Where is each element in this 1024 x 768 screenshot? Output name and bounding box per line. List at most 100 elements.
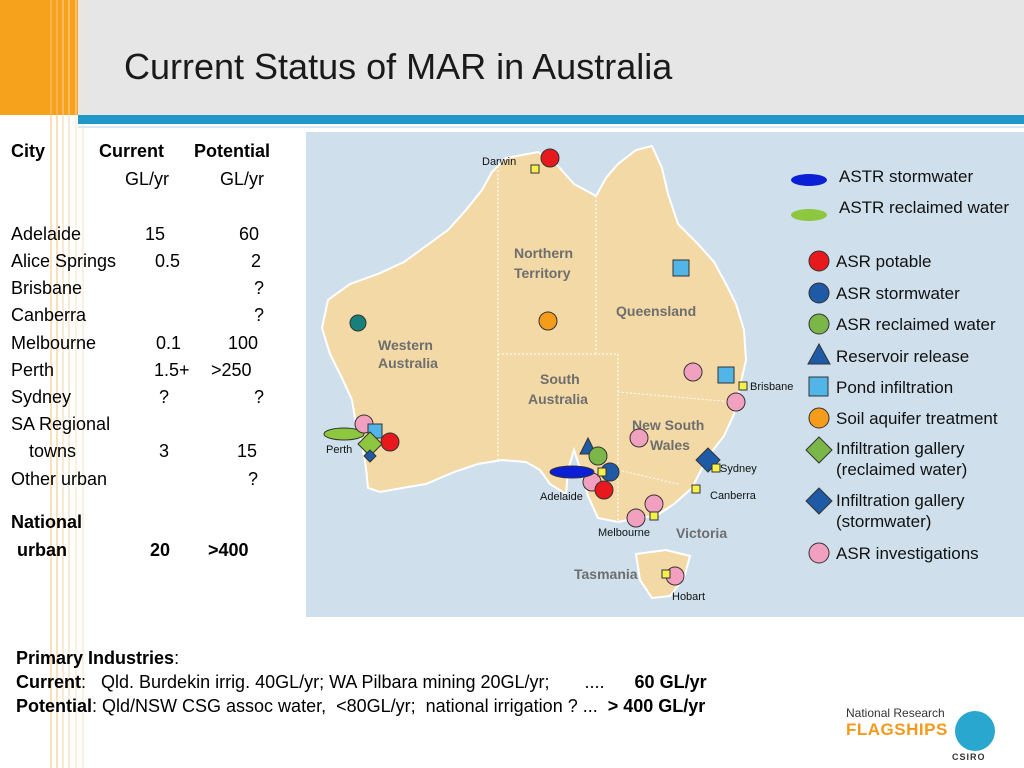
csiro-text: CSIRO xyxy=(952,752,986,762)
unit-potential: GL/yr xyxy=(220,169,265,189)
place-darwin: Darwin xyxy=(482,156,516,168)
logo-line2: FLAGSHIPS xyxy=(846,720,948,739)
soil-aquifer-marker xyxy=(538,311,558,331)
blue-triangle-icon xyxy=(807,342,831,365)
legend-infiltration-reclaimed: Infiltration gallery xyxy=(836,439,965,458)
row-potential: ? xyxy=(254,387,265,407)
header-band xyxy=(0,0,1024,115)
place-hobart: Hobart xyxy=(672,591,705,603)
potential-total: > 400 GL/yr xyxy=(607,696,706,716)
row-potential: 60 xyxy=(239,224,260,244)
region-sa-line2: Australia xyxy=(528,391,588,407)
row-potential: 2 xyxy=(251,251,262,271)
row-potential: 100 xyxy=(228,333,259,353)
place-melbourne: Melbourne xyxy=(598,527,650,539)
header-current: Current xyxy=(99,141,165,161)
national-current: 20 xyxy=(150,540,171,560)
asr-potable-marker xyxy=(540,148,560,168)
region-wa-line2: Australia xyxy=(378,355,438,371)
national-label-line1: National xyxy=(11,512,83,532)
page-title: Current Status of MAR in Australia xyxy=(124,46,673,87)
lightblue-square-icon xyxy=(808,376,829,397)
asr-potable-marker xyxy=(380,432,400,452)
row-current: 0.1 xyxy=(156,333,182,353)
asr-reclaimed-marker xyxy=(588,446,608,466)
current-label: Current xyxy=(16,672,82,692)
row-current: 0.5 xyxy=(155,251,181,271)
title-divider-thin xyxy=(78,126,1024,128)
row-potential: ? xyxy=(254,278,265,298)
row-potential: 15 xyxy=(237,441,258,461)
astr-stormwater-marker xyxy=(549,465,595,479)
infiltration-gallery-stormwater-marker xyxy=(363,449,377,463)
region-vic: Victoria xyxy=(676,525,727,541)
header-city: City xyxy=(11,141,46,161)
legend-astr-stormwater: ASTR stormwater xyxy=(839,167,973,186)
row-current: ? xyxy=(159,387,170,407)
legend-infiltration-reclaimed-line2: (reclaimed water) xyxy=(836,460,967,479)
row-potential: ? xyxy=(248,469,259,489)
legend-infiltration-stormwater: Infiltration gallery xyxy=(836,491,965,510)
place-brisbane: Brisbane xyxy=(750,381,793,393)
row-city: Melbourne xyxy=(11,333,97,353)
current-text: : Qld. Burdekin irrig. 40GL/yr; WA Pilba… xyxy=(81,672,635,692)
site-square-marker xyxy=(661,569,671,579)
australia-map: Western Australia Northern Territory Que… xyxy=(320,144,1009,603)
site-square-marker xyxy=(711,463,721,473)
red-circle-icon xyxy=(808,250,830,272)
potential-text: : Qld/NSW CSG assoc water, <80GL/yr; nat… xyxy=(92,696,608,716)
primary-industries-heading: Primary Industries: xyxy=(16,646,707,670)
green-circle-icon xyxy=(808,313,830,335)
row-city: Brisbane xyxy=(11,278,83,298)
logo-line1: National Research xyxy=(846,706,945,720)
heading-text: Primary Industries xyxy=(16,648,175,668)
decorative-stripes xyxy=(50,0,84,768)
map-panel: Western Australia Northern Territory Que… xyxy=(306,132,1024,617)
region-nt-line1: Northern xyxy=(514,245,573,261)
title-divider xyxy=(78,115,1024,124)
region-nsw-line2: Wales xyxy=(650,437,690,453)
orange-circle-icon xyxy=(808,407,830,429)
asr-investigation-marker xyxy=(626,508,646,528)
asr-investigation-marker xyxy=(644,494,664,514)
legend-infiltration-stormwater-line2: (stormwater) xyxy=(836,512,931,531)
site-square-marker xyxy=(691,484,701,494)
green-diamond-icon xyxy=(805,436,833,464)
teal-circle-marker xyxy=(349,314,367,332)
legend-asr-investigations: ASR investigations xyxy=(836,544,979,563)
row-city: Sydney xyxy=(11,387,72,407)
blue-diamond-icon xyxy=(805,487,833,515)
row-city: Other urban xyxy=(11,469,108,489)
flagships-logo: National Research FLAGSHIPS xyxy=(846,706,948,740)
legend-asr-potable: ASR potable xyxy=(836,252,931,271)
site-markers xyxy=(323,148,748,586)
row-city: Perth xyxy=(11,360,55,380)
potential-line: Potential: Qld/NSW CSG assoc water, <80G… xyxy=(16,694,707,718)
orange-accent-bar xyxy=(0,0,78,115)
row-city: Canberra xyxy=(11,305,87,325)
national-potential: >400 xyxy=(208,540,249,560)
blue-ellipse-icon xyxy=(791,174,827,186)
csiro-logo-icon xyxy=(955,711,995,751)
row-current: 3 xyxy=(159,441,170,461)
row-potential: ? xyxy=(254,305,265,325)
site-square-marker xyxy=(738,381,748,391)
blue-circle-icon xyxy=(808,282,830,304)
legend-soil-aquifer: Soil aquifer treatment xyxy=(836,409,998,428)
site-square-marker xyxy=(649,511,659,521)
region-nt-line2: Territory xyxy=(514,265,571,281)
asr-investigation-marker xyxy=(629,428,649,448)
header-potential: Potential xyxy=(194,141,271,161)
pond-infiltration-marker xyxy=(717,366,735,384)
place-adelaide: Adelaide xyxy=(540,491,583,503)
primary-industries-block: Primary Industries: Current: Qld. Burdek… xyxy=(16,646,707,718)
place-perth: Perth xyxy=(326,444,352,456)
row-city: Alice Springs xyxy=(11,251,117,271)
heading-colon: : xyxy=(174,648,180,668)
region-wa-line1: Western xyxy=(378,337,433,353)
astr-reclaimed-marker xyxy=(323,427,365,441)
row-city: towns xyxy=(29,441,77,461)
asr-investigation-marker xyxy=(726,392,746,412)
region-qld: Queensland xyxy=(616,303,696,319)
legend-pond-infiltration: Pond infiltration xyxy=(836,378,953,397)
